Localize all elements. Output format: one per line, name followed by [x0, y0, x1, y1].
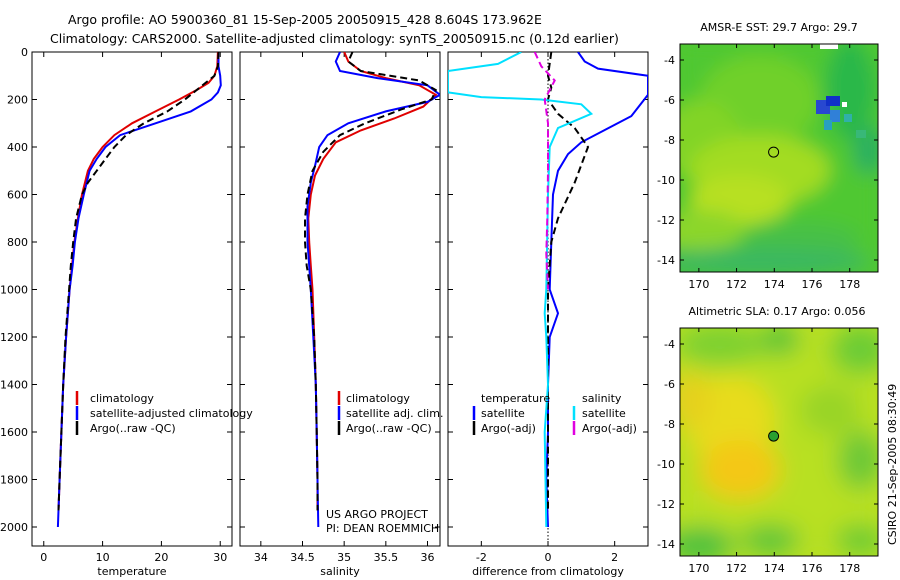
y-tick-label: 1800 [0, 474, 28, 487]
map-y-tick-label: -12 [657, 498, 675, 511]
project-annotation-line1: US ARGO PROJECT [326, 508, 428, 521]
map-x-tick-label: 174 [764, 562, 785, 575]
salinity-plot-frame [239, 51, 441, 547]
map-y-tick-label: -6 [664, 378, 675, 391]
map-x-tick-label: 174 [764, 278, 785, 291]
temperature-series-satellite-adjusted-climatology [56, 52, 222, 528]
x-tick-label: 0 [40, 551, 47, 564]
sst-map-title: AMSR-E SST: 29.7 Argo: 29.7 [700, 21, 858, 34]
project-annotation-line2: PI: DEAN ROEMMICH [326, 522, 439, 535]
difference-panel: -2 0 2 difference from climatology tempera… [447, 51, 649, 578]
map-x-tick-label: 178 [839, 278, 860, 291]
map-y-tick-label: -14 [657, 538, 675, 551]
y-tick-label: 1000 [0, 284, 28, 297]
map-x-tick-label: 172 [726, 278, 747, 291]
difference-series-salinity-argo-adj [533, 52, 556, 290]
temperature-panel: 0 10 20 30 0 200 400 600 800 1000 1200 1400 1600 1800… [0, 46, 253, 578]
temperature-legend: climatology satellite-adjusted climatolo… [75, 391, 253, 435]
salinity-series-argo-raw-qc [304, 52, 438, 511]
legend-label-sal-argo: Argo(-adj) [582, 422, 637, 435]
map-x-tick-label: 170 [688, 278, 709, 291]
map-y-tick-label: -10 [657, 174, 675, 187]
legend-title-salinity: salinity [582, 392, 622, 405]
legend-title-temperature: temperature [481, 392, 550, 405]
figure-title-line1: Argo profile: AO 5900360_81 15-Sep-2005 … [68, 12, 542, 27]
legend-label-climatology: climatology [346, 392, 410, 405]
difference-legend: temperature satellite Argo(-adj) salinit… [472, 392, 637, 435]
x-tick-label: 35 [337, 551, 351, 564]
temperature-xlabel: temperature [97, 565, 166, 578]
map-y-tick-label: -6 [664, 94, 675, 107]
legend-label-argo: Argo(..raw -QC) [346, 422, 432, 435]
legend-label-temp-satellite: satellite [481, 407, 525, 420]
y-tick-label: 2000 [0, 521, 28, 534]
y-tick-label: 1600 [0, 426, 28, 439]
map-x-tick-label: 178 [839, 562, 860, 575]
map-x-tick-label: 176 [802, 278, 823, 291]
sla-map-panel: Altimetric SLA: 0.17 Argo: 0.056 170 172 1… [657, 305, 879, 575]
y-tick-label: 1200 [0, 331, 28, 344]
y-tick-label: 200 [7, 94, 28, 107]
temperature-plot-frame [31, 51, 233, 547]
sst-map-panel: AMSR-E SST: 29.7 Argo: 29.7 [657, 21, 879, 291]
x-tick-label: -2 [476, 551, 487, 564]
legend-label-climatology: climatology [90, 392, 154, 405]
x-tick-label: 10 [96, 551, 110, 564]
x-tick-label: 20 [154, 551, 168, 564]
legend-label-satellite-adj: satellite adj. clim. [346, 407, 443, 420]
y-tick-label: 600 [7, 189, 28, 202]
map-y-tick-label: -8 [664, 418, 675, 431]
x-tick-label: 35.5 [374, 551, 399, 564]
sla-heatmap [680, 328, 878, 556]
map-x-tick-label: 176 [802, 562, 823, 575]
sla-map-title: Altimetric SLA: 0.17 Argo: 0.056 [688, 305, 865, 318]
x-tick-label: 34 [254, 551, 268, 564]
salinity-series-satellite-adj-clim [306, 52, 440, 528]
y-tick-label: 0 [21, 46, 28, 59]
salinity-legend: climatology satellite adj. clim. Argo(..… [337, 391, 443, 435]
footer-timestamp: CSIRO 21-Sep-2005 08:30:49 [886, 384, 899, 545]
x-tick-label: 2 [611, 551, 618, 564]
salinity-panel: 34 34.5 35 35.5 36 salinity climatology sate… [239, 51, 443, 578]
map-y-tick-label: -8 [664, 134, 675, 147]
difference-series-temperature-satellite [545, 52, 648, 528]
y-tick-label: 800 [7, 236, 28, 249]
x-tick-label: 36 [421, 551, 435, 564]
map-x-tick-label: 172 [726, 562, 747, 575]
difference-series-temperature-argo-adj [546, 52, 590, 511]
x-tick-label: 0 [545, 551, 552, 564]
legend-label-sal-satellite: satellite [582, 407, 626, 420]
x-tick-label: 30 [213, 551, 227, 564]
sst-map-frame [679, 43, 879, 273]
sst-heatmap [680, 44, 878, 272]
temperature-series-argo-raw-qc [57, 52, 220, 511]
sst-float-marker [768, 146, 780, 158]
map-y-tick-label: -12 [657, 214, 675, 227]
legend-label-argo: Argo(..raw -QC) [90, 422, 176, 435]
map-y-tick-label: -4 [664, 54, 675, 67]
legend-label-temp-argo: Argo(-adj) [481, 422, 536, 435]
map-y-tick-label: -4 [664, 338, 675, 351]
figure-title-line2: Climatology: CARS2000. Satellite-adjuste… [50, 31, 619, 46]
sla-float-marker [768, 430, 780, 442]
map-y-tick-label: -14 [657, 254, 675, 267]
legend-label-satellite-adjusted: satellite-adjusted climatology [90, 407, 253, 420]
y-tick-label: 400 [7, 141, 28, 154]
difference-series-salinity-satellite [448, 52, 594, 528]
y-tick-label: 1400 [0, 379, 28, 392]
salinity-xlabel: salinity [320, 565, 360, 578]
map-y-tick-label: -10 [657, 458, 675, 471]
map-x-tick-label: 170 [688, 562, 709, 575]
temperature-series-climatology [57, 52, 219, 511]
sla-map-frame [679, 327, 879, 557]
x-tick-label: 34.5 [290, 551, 315, 564]
difference-xlabel: difference from climatology [472, 565, 624, 578]
